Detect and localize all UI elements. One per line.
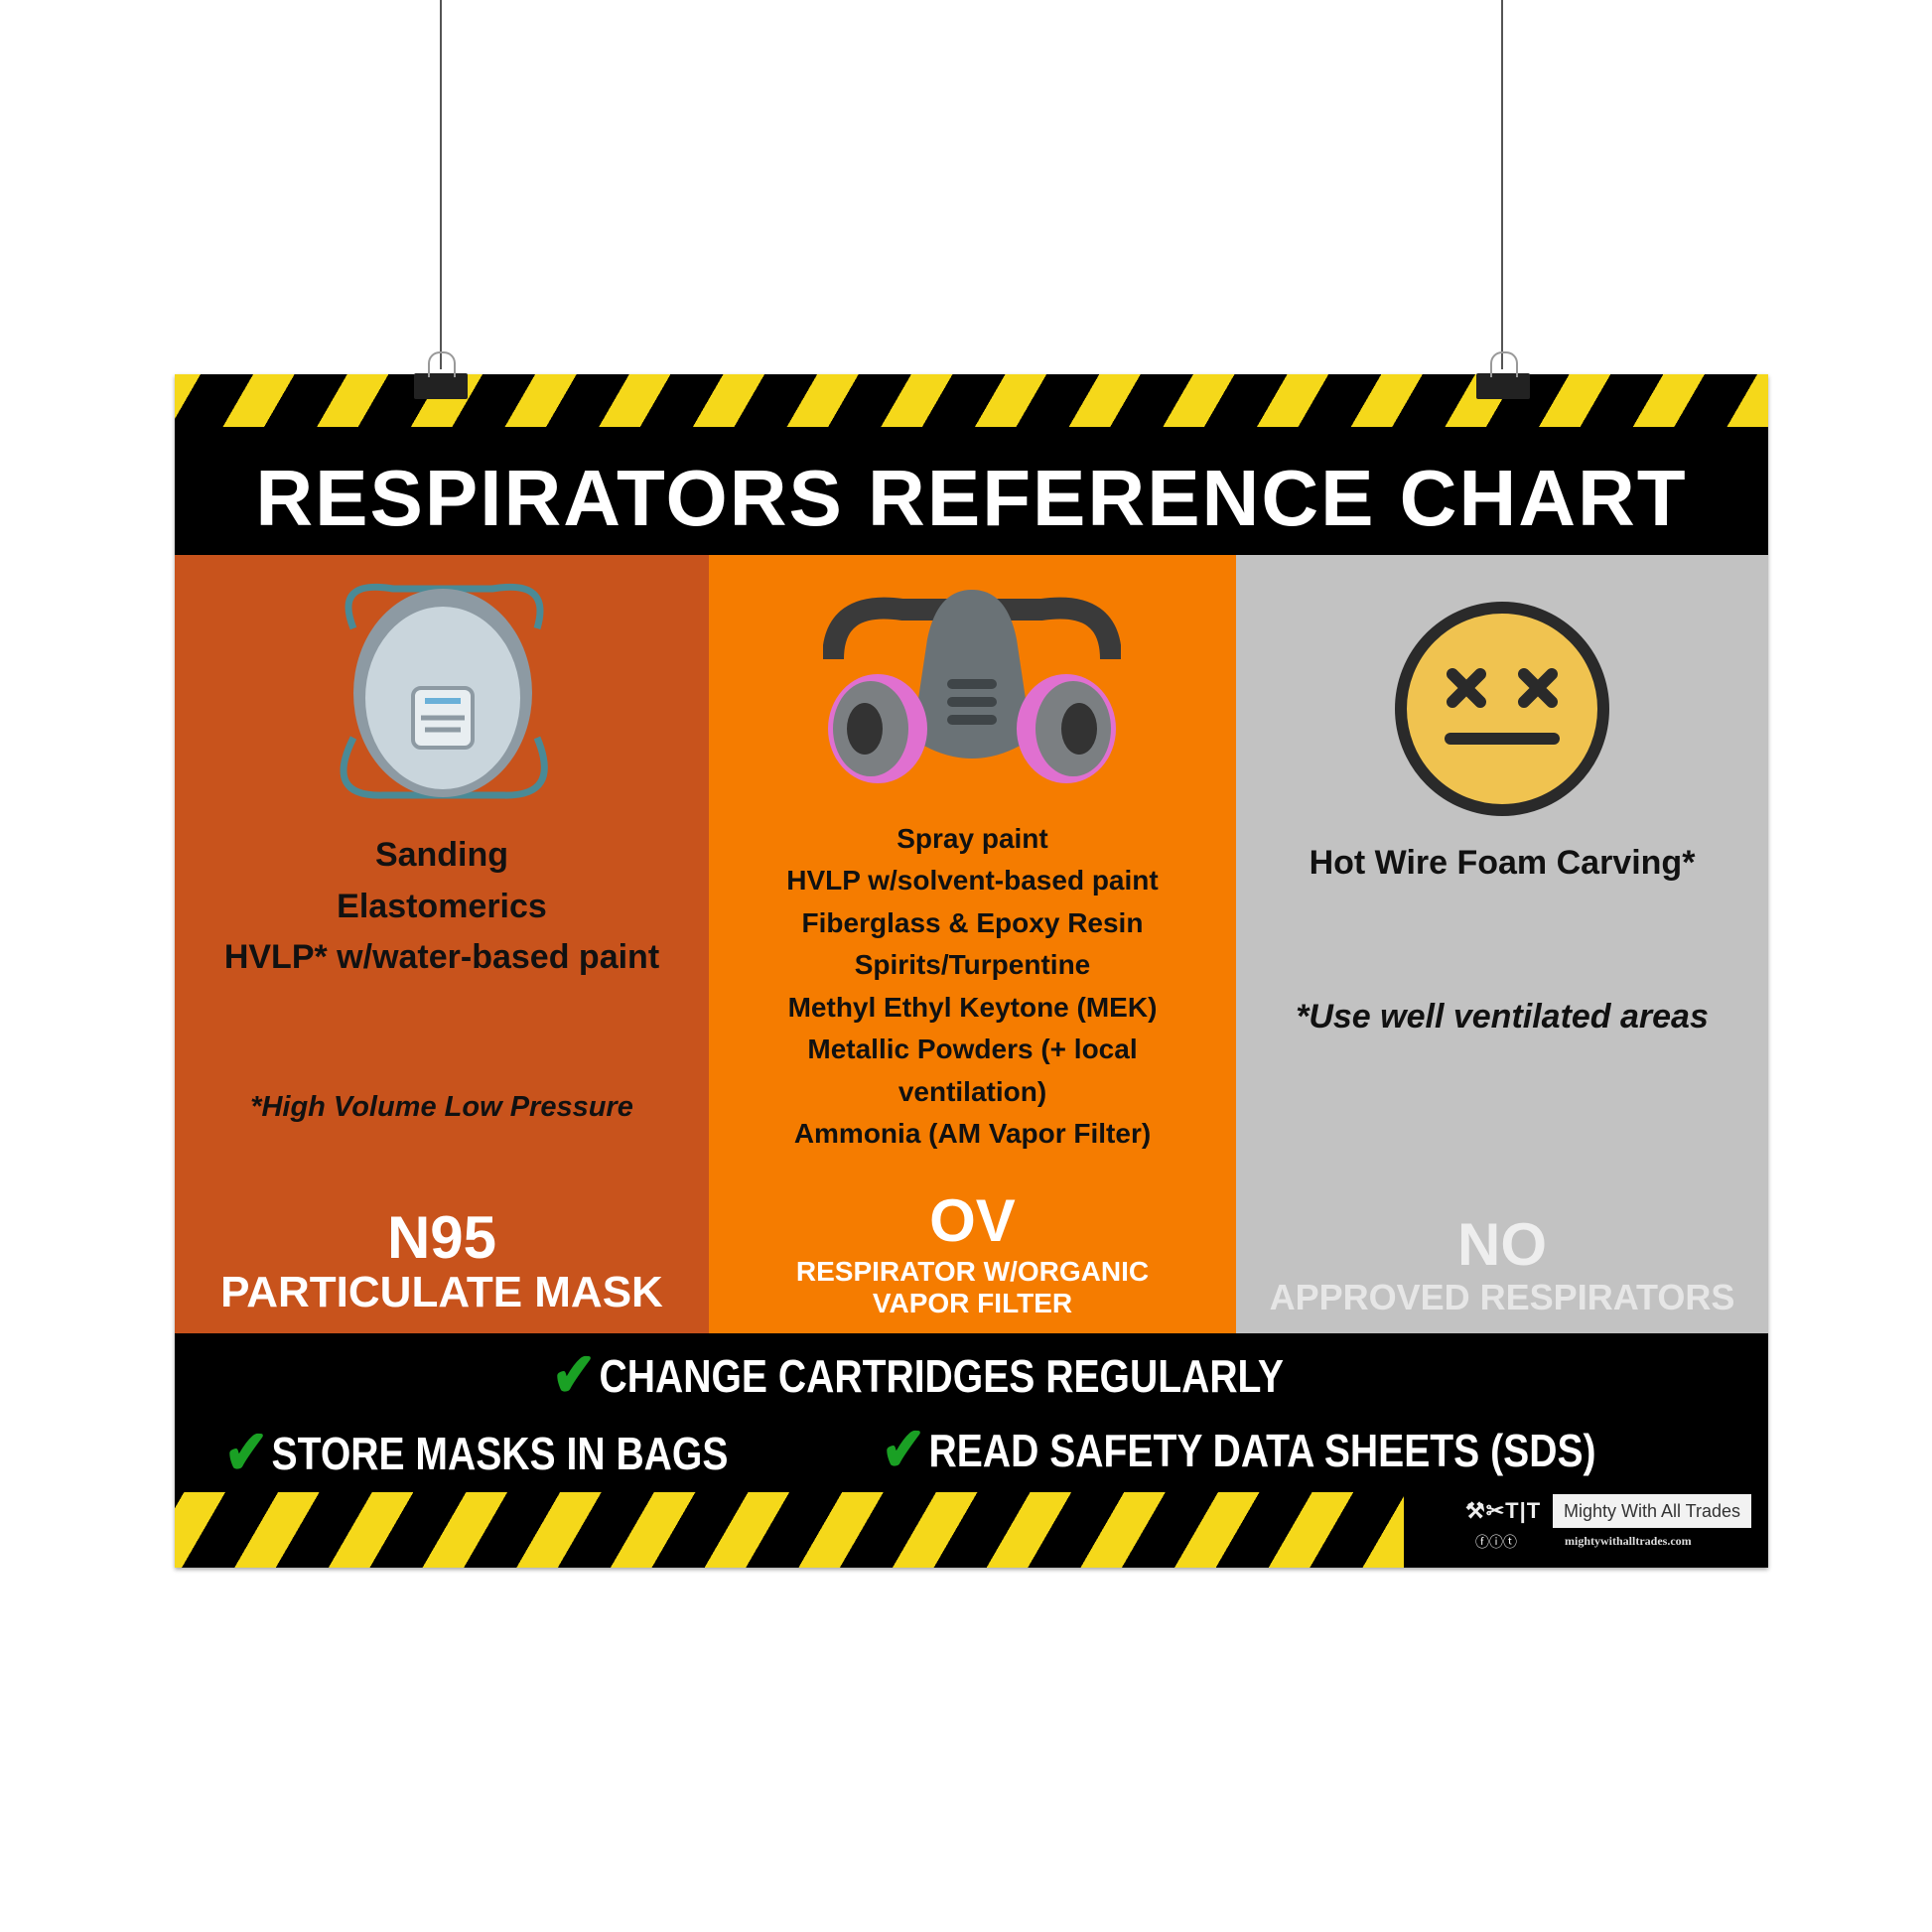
use-item: HVLP* w/water-based paint: [223, 938, 660, 976]
footnote: *Use well ventilated areas: [1296, 998, 1709, 1035]
use-item: Elastomerics: [337, 888, 547, 925]
half-face-respirator-icon: [823, 590, 1121, 783]
hanging-wire-left: [440, 0, 442, 369]
tip-change-cartridges: ✔CHANGE CARTRIDGES REGULARLY: [552, 1345, 1284, 1407]
binder-clip-left: [414, 351, 468, 399]
dizzy-face-icon: [1395, 602, 1609, 816]
binder-clip-right: [1476, 351, 1530, 399]
use-item: HVLP w/solvent-based paint: [786, 865, 1159, 896]
social-icons: ⓕⓘⓣ: [1475, 1534, 1517, 1550]
respirator-type-subheading: PARTICULATE MASK: [220, 1268, 663, 1316]
tip-read-sds: ✔READ SAFETY DATA SHEETS (SDS): [882, 1420, 1596, 1481]
use-item: Spirits/Turpentine: [854, 949, 1091, 980]
use-item: Methyl Ethyl Keytone (MEK): [787, 992, 1158, 1023]
tools-icon: ⚒✂T|T: [1465, 1498, 1542, 1523]
checkmark-icon: ✔: [882, 1416, 926, 1484]
poster-title: RESPIRATORS REFERENCE CHART: [255, 454, 1688, 542]
use-item: Metallic Powders (+ local: [807, 1034, 1138, 1064]
column-ov: Spray paint HVLP w/solvent-based paint F…: [709, 555, 1236, 1333]
n95-mask-icon: [340, 583, 548, 799]
checkmark-icon: ✔: [552, 1341, 597, 1410]
respirator-type-subheading: RESPIRATOR W/ORGANIC: [795, 1256, 1150, 1287]
respirator-type-subheading: VAPOR FILTER: [872, 1288, 1073, 1318]
use-item: ventilation): [897, 1076, 1047, 1107]
tip-text: CHANGE CARTRIDGES REGULARLY: [599, 1350, 1284, 1402]
use-item: Spray paint: [897, 823, 1048, 854]
use-item: Sanding: [374, 836, 509, 874]
use-item: Hot Wire Foam Carving*: [1309, 844, 1696, 882]
checkmark-icon: ✔: [224, 1419, 269, 1487]
tip-store-masks: ✔STORE MASKS IN BAGS: [224, 1423, 729, 1484]
footnote: *High Volume Low Pressure: [250, 1091, 633, 1123]
tips-layer: ✔CHANGE CARTRIDGES REGULARLY ✔STORE MASK…: [175, 374, 1768, 1568]
hanging-wire-right: [1501, 0, 1503, 369]
brand-logo: ⚒✂T|T Mighty With All Trades ⓕⓘⓣ mightyw…: [1465, 1494, 1753, 1564]
brand-name: Mighty With All Trades: [1553, 1494, 1751, 1528]
column-none: Hot Wire Foam Carving* *Use well ventila…: [1236, 555, 1768, 1333]
column-n95: Sanding Elastomerics HVLP* w/water-based…: [175, 555, 709, 1333]
hazard-stripes-bottom: [175, 1492, 1404, 1568]
respirator-type-heading: NO: [1457, 1211, 1547, 1278]
tip-text: READ SAFETY DATA SHEETS (SDS): [928, 1425, 1596, 1476]
respirator-type-heading: N95: [386, 1204, 497, 1271]
respirator-type-subheading: APPROVED RESPIRATORS: [1269, 1277, 1735, 1317]
use-item: Fiberglass & Epoxy Resin: [801, 907, 1144, 938]
respirator-type-heading: OV: [929, 1187, 1016, 1254]
tip-text: STORE MASKS IN BAGS: [271, 1428, 729, 1479]
use-item: Ammonia (AM Vapor Filter): [793, 1118, 1152, 1149]
brand-url: mightywithalltrades.com: [1565, 1534, 1692, 1548]
